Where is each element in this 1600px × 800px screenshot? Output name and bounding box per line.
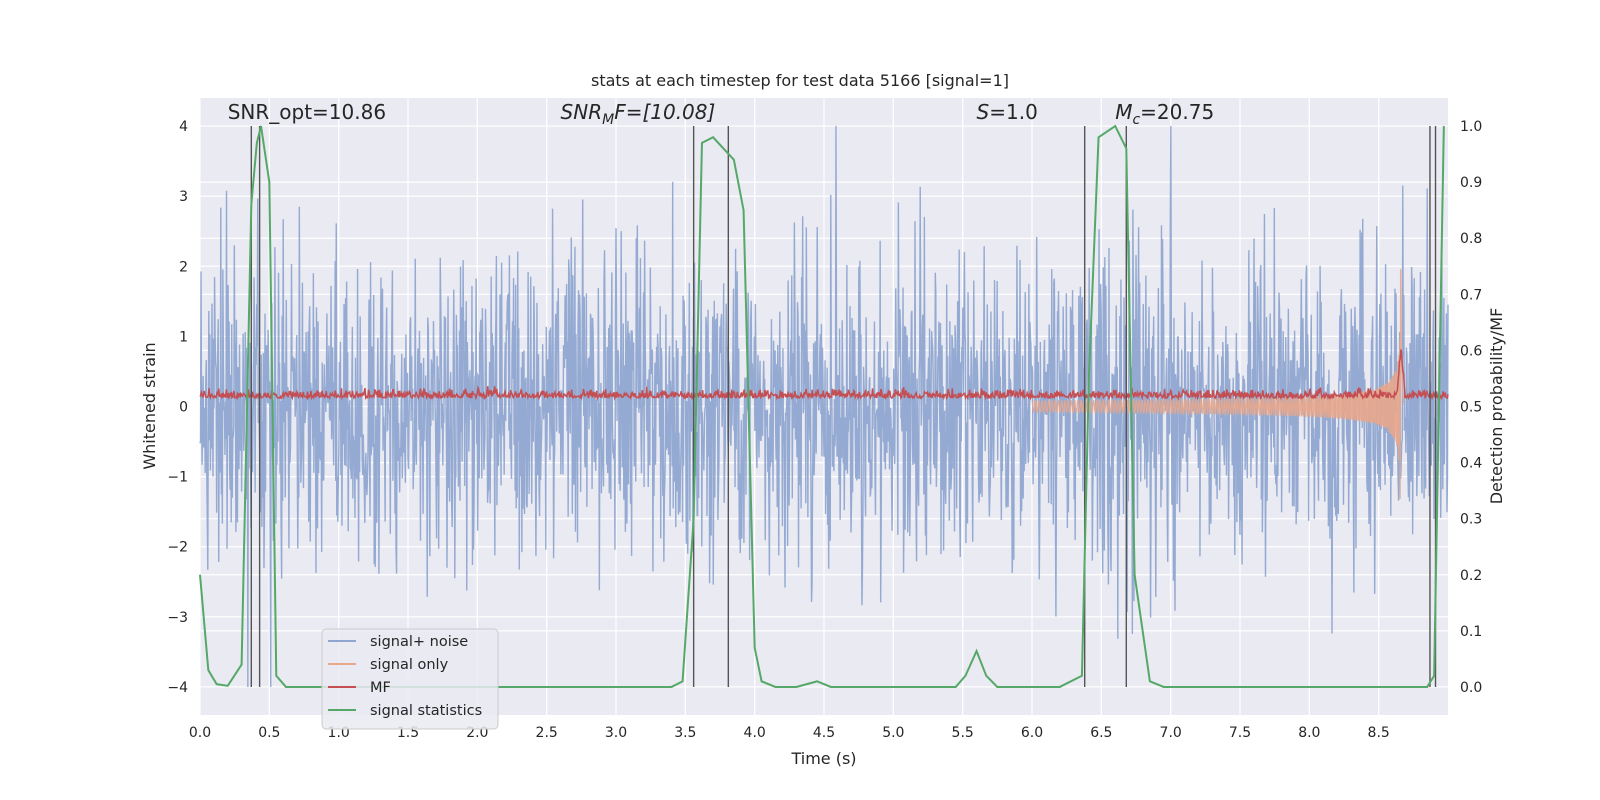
x-tick-label: 7.5 [1229,725,1251,741]
y-axis-right: 0.0 0.1 0.2 0.3 0.4 0.5 0.6 0.7 0.8 0.9 1.0 [1460,119,1482,696]
y-tick-label-right: 1.0 [1460,119,1482,135]
y-tick-label-left: −4 [167,680,188,696]
y-tick-label-right: 0.9 [1460,175,1482,191]
y-tick-label-right: 0.0 [1460,680,1482,696]
annotation: SNRMF=[10.08] [561,100,716,128]
annotation: S=1.0 [977,100,1038,124]
legend-label: signal only [370,657,449,673]
chart-title: stats at each timestep for test data 516… [591,71,1009,90]
y-tick-label-right: 0.6 [1460,343,1482,359]
x-tick-label: 6.5 [1090,725,1112,741]
y-tick-label-right: 0.2 [1460,568,1482,584]
y-tick-label-left: −3 [167,610,188,626]
series-signal-statistics [199,124,1445,688]
x-tick-label: 8.5 [1368,725,1390,741]
y-axis-label-right: Detection probability/MF [1487,308,1506,505]
series-mf [199,349,1449,401]
x-tick-label: 5.5 [952,725,974,741]
y-tick-label-left: 0 [179,400,188,416]
legend-label: MF [370,680,391,696]
x-tick-label: 3.5 [674,725,696,741]
y-tick-label-right: 0.4 [1460,456,1482,472]
annotations: SNR_opt=10.86 SNRMF=[10.08] S=1.0 Mc=20.75 [228,100,1214,128]
x-axis-label: Time (s) [790,749,856,768]
grid [199,98,1448,715]
legend: signal+ noise signal only MF signal statist… [321,628,499,730]
x-tick-label: 4.5 [813,725,835,741]
annotation: Mc=20.75 [1115,100,1214,128]
series-signal-only [1031,269,1405,499]
x-tick-label: 6.0 [1021,725,1043,741]
y-axis-label-left: Whitened strain [140,342,159,469]
x-tick-label: 2.5 [536,725,558,741]
y-tick-label-left: −1 [167,470,188,486]
x-tick-label: 7.0 [1160,725,1182,741]
y-axis-left: −4 −3 −2 −1 0 1 2 3 4 [167,119,188,696]
x-tick-label: 5.0 [882,725,904,741]
y-tick-label-right: 0.1 [1460,624,1482,640]
legend-label: signal statistics [370,703,482,719]
x-tick-label: 4.0 [744,725,766,741]
y-tick-label-right: 0.8 [1460,231,1482,247]
y-tick-label-left: 2 [179,259,188,275]
y-tick-label-right: 0.3 [1460,512,1482,528]
y-tick-label-right: 0.5 [1460,400,1482,416]
y-tick-label-left: −2 [167,540,188,556]
x-tick-label: 0.5 [258,725,280,741]
legend-box [321,628,499,730]
y-tick-label-left: 1 [179,329,188,345]
annotation: SNR_opt=10.86 [228,100,386,124]
y-tick-label-left: 4 [179,119,188,135]
x-tick-label: 0.0 [189,725,211,741]
y-tick-label-left: 3 [179,189,188,205]
y-tick-label-right: 0.7 [1460,287,1482,303]
legend-label: signal+ noise [370,634,468,650]
plot-area [199,124,1449,688]
series-signal-noise [199,126,1449,687]
x-tick-label: 8.0 [1298,725,1320,741]
x-tick-label: 3.0 [605,725,627,741]
